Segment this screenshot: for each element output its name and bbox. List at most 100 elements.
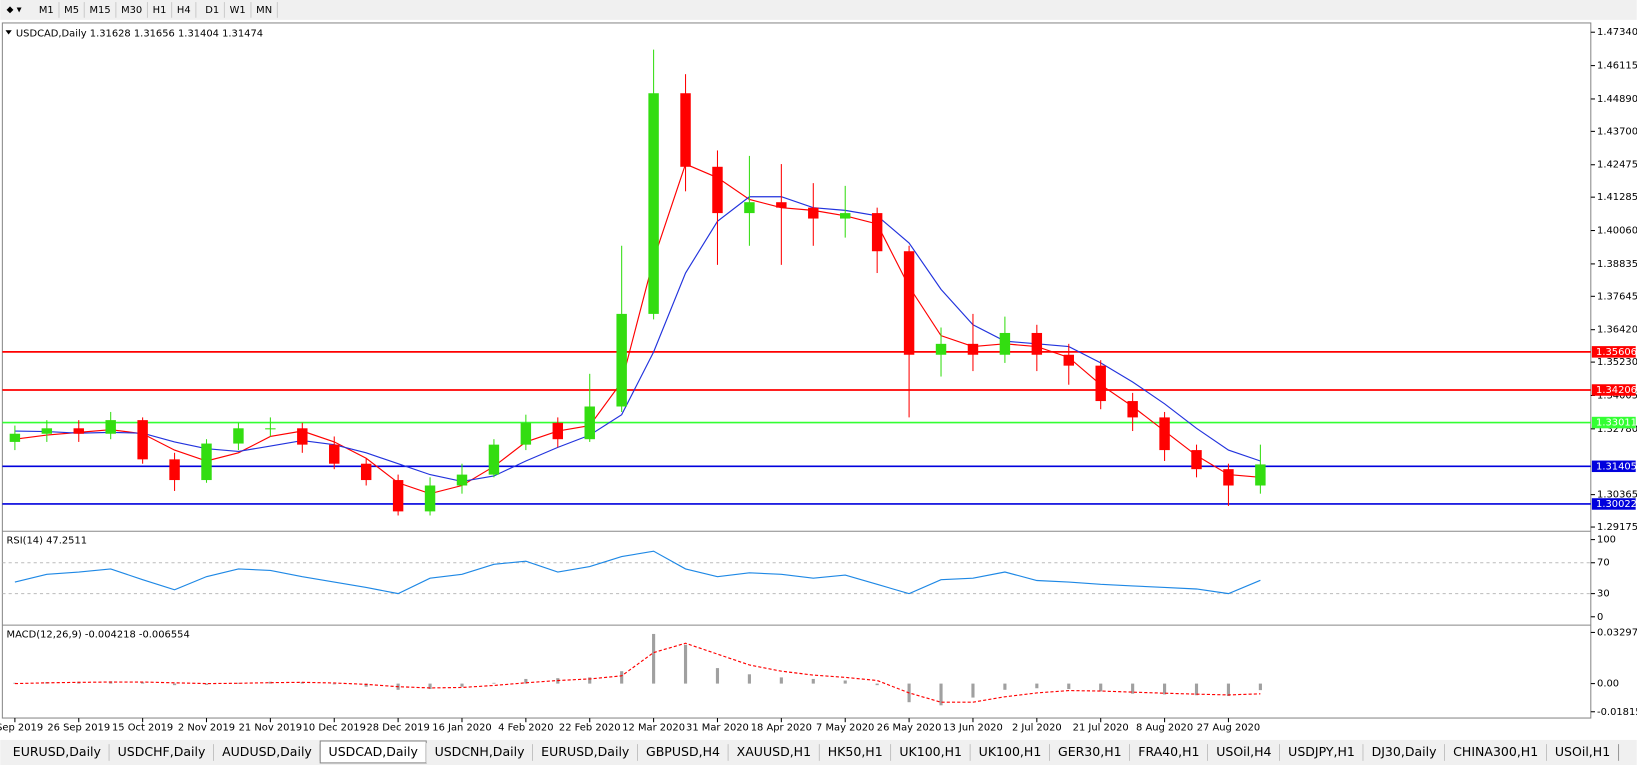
macd-bar <box>1258 683 1262 691</box>
macd-bar <box>683 644 688 684</box>
tab[interactable] <box>1049 743 1130 763</box>
candle-body <box>488 444 500 475</box>
tab-label[interactable]: GBPUSD,H4 <box>646 744 720 759</box>
y-tick-label: 1.44890 <box>1597 94 1637 105</box>
tab-label[interactable]: EURUSD,Daily <box>541 744 630 759</box>
candle-body <box>329 444 340 464</box>
candle-body <box>680 93 691 167</box>
toolbar-cursor[interactable]: ⬥ ▾ <box>7 4 22 15</box>
macd-bar <box>1194 683 1199 696</box>
y-tick-label: 1.34005 <box>1597 390 1637 401</box>
timeframe-button[interactable]: M5 <box>64 5 79 16</box>
tab[interactable] <box>819 743 892 763</box>
tab[interactable] <box>1279 743 1364 763</box>
x-tick-label: 21 Jul 2020 <box>1073 722 1129 733</box>
timeframe-button[interactable]: H1 <box>153 5 167 16</box>
tab[interactable] <box>891 743 971 763</box>
macd-bar <box>620 671 624 684</box>
chart-menu-arrow[interactable] <box>5 30 12 35</box>
chart-header: USDCAD,Daily 1.31628 1.31656 1.31404 1.3… <box>16 28 263 39</box>
tab-label[interactable]: EURUSD,Daily <box>13 744 102 759</box>
x-tick-label: 18 Apr 2020 <box>751 722 812 733</box>
tab[interactable] <box>1363 743 1445 763</box>
candle-body <box>1223 469 1234 486</box>
tab-label[interactable]: USDCNH,Daily <box>435 744 525 759</box>
macd-bar <box>204 683 209 685</box>
x-tick-label: 2 Jul 2020 <box>1012 722 1062 733</box>
level-label: 1.34206 <box>1596 385 1637 396</box>
level-badge <box>1591 346 1636 358</box>
tab[interactable] <box>1207 743 1280 763</box>
tab[interactable] <box>637 743 729 763</box>
tab[interactable] <box>970 743 1050 763</box>
x-tick-label: 22 Feb 2020 <box>559 722 621 733</box>
tab[interactable] <box>109 743 214 763</box>
timeframe-button[interactable]: M15 <box>89 5 110 16</box>
tab-label[interactable]: UK100,H1 <box>899 744 962 759</box>
x-tick-label: 7 Sep 2019 <box>0 722 43 733</box>
tab[interactable] <box>1444 743 1547 763</box>
x-tick-label: 31 Mar 2020 <box>686 722 749 733</box>
y-tick-label: 70 <box>1597 558 1610 569</box>
candle-body <box>41 428 53 434</box>
tab-label[interactable]: USOil,H1 <box>1555 744 1610 759</box>
candle-body <box>456 474 468 486</box>
level-badge <box>1591 460 1636 473</box>
tab-label[interactable]: AUDUSD,Daily <box>222 744 312 759</box>
candle-body <box>871 213 883 252</box>
y-tick-label: 1.47340 <box>1597 27 1637 38</box>
y-tick-label: 0.00 <box>1597 679 1619 690</box>
y-tick-label: 1.37645 <box>1597 291 1637 302</box>
candle-body <box>1095 365 1106 402</box>
tab-label[interactable]: USDJPY,H1 <box>1288 744 1355 759</box>
timeframe-button[interactable]: D1 <box>205 5 219 16</box>
tab-label[interactable]: CHINA300,H1 <box>1453 744 1538 759</box>
timeframe-button[interactable]: M30 <box>121 5 142 16</box>
tab-label[interactable]: USDCAD,Daily <box>329 744 419 759</box>
tab-label[interactable]: UK100,H1 <box>979 744 1042 759</box>
macd-bar <box>1163 683 1167 695</box>
timeframe-button[interactable]: W1 <box>230 5 246 16</box>
candle-body <box>776 202 787 208</box>
candle-body <box>616 313 627 407</box>
tab-label[interactable]: USDCHF,Daily <box>118 744 206 759</box>
tab-label[interactable]: XAUUSD,H1 <box>737 744 811 759</box>
macd-bar <box>779 677 783 684</box>
y-tick-label: 1.36420 <box>1597 325 1637 336</box>
x-tick-label: 15 Oct 2019 <box>112 722 173 733</box>
level-badge <box>1591 498 1636 510</box>
x-tick-label: 7 May 2020 <box>816 722 874 733</box>
tab-label[interactable]: HK50,H1 <box>828 744 883 759</box>
candle-body <box>808 207 819 219</box>
candle-body <box>1159 417 1170 451</box>
x-tick-label: 4 Feb 2020 <box>498 722 553 733</box>
tab[interactable] <box>4 743 110 763</box>
tab-label[interactable]: USOil,H4 <box>1216 744 1271 759</box>
tab[interactable] <box>532 743 638 763</box>
tab-label[interactable]: DJ30,Daily <box>1372 744 1437 759</box>
series-line <box>14 163 1261 495</box>
timeframe-button[interactable]: H4 <box>177 5 191 16</box>
tab[interactable] <box>213 743 321 763</box>
timeframe-button[interactable]: MN <box>256 5 272 16</box>
chart-frame <box>1 22 1592 719</box>
tab[interactable] <box>426 743 533 763</box>
tab[interactable] <box>1129 743 1208 763</box>
y-tick-label: 30 <box>1597 589 1610 600</box>
tab-label[interactable]: GER30,H1 <box>1058 744 1122 759</box>
macd-bar <box>364 683 368 687</box>
series-line <box>14 196 1261 483</box>
timeframe-button[interactable]: M1 <box>39 5 54 16</box>
level-label: 1.35606 <box>1596 347 1637 358</box>
macd-bar <box>524 678 528 684</box>
candle-body <box>648 93 659 314</box>
tab-label[interactable]: FRA40,H1 <box>1138 744 1199 759</box>
tab[interactable] <box>1546 743 1619 763</box>
candle-body <box>105 420 116 434</box>
toolbar <box>0 0 1637 20</box>
candle-body <box>137 420 148 460</box>
candle-body <box>9 433 21 442</box>
macd-bar <box>172 683 177 686</box>
candle-body <box>1063 354 1074 366</box>
tab[interactable] <box>728 743 820 763</box>
